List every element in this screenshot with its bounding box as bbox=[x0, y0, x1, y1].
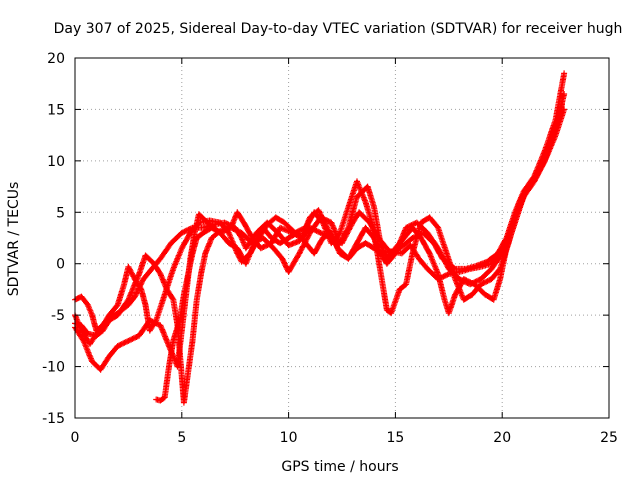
y-tick-label: -15 bbox=[42, 411, 65, 427]
series-4-markers bbox=[72, 101, 565, 406]
x-tick-label: 10 bbox=[280, 430, 298, 446]
axis-ticks: 0 5 10 15 20 25 -15 -10 -5 0 5 10 15 20 bbox=[42, 51, 618, 446]
y-tick-label: -5 bbox=[51, 308, 65, 324]
x-tick-label: 15 bbox=[386, 430, 404, 446]
x-tick-label: 20 bbox=[493, 430, 511, 446]
y-tick-label: 10 bbox=[47, 154, 65, 170]
x-tick-label: 0 bbox=[71, 430, 80, 446]
y-axis-title: SDTVAR / TECUs bbox=[6, 182, 22, 297]
x-tick-label: 5 bbox=[177, 430, 186, 446]
x-tick-label: 25 bbox=[600, 430, 618, 446]
data-markers bbox=[72, 70, 568, 406]
chart-title: Day 307 of 2025, Sidereal Day-to-day VTE… bbox=[54, 21, 623, 37]
series-5-markers bbox=[153, 224, 506, 404]
x-axis-title: GPS time / hours bbox=[281, 459, 398, 475]
y-tick-label: -10 bbox=[42, 360, 65, 376]
series-5-points bbox=[153, 224, 506, 404]
plot-frame bbox=[74, 57, 610, 419]
series-4-points bbox=[72, 101, 565, 406]
y-tick-label: 0 bbox=[56, 257, 65, 273]
y-tick-label: 20 bbox=[47, 51, 65, 67]
y-tick-label: 15 bbox=[47, 102, 65, 118]
y-tick-label: 5 bbox=[56, 205, 65, 221]
